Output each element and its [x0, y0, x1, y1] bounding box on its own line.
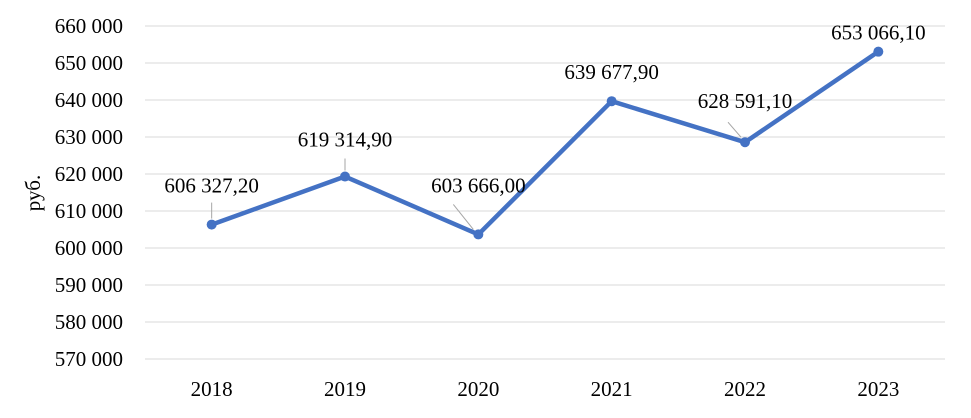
- data-labels: 606 327,20 619 314,90 603 666,00 639 677,90…: [164, 21, 925, 198]
- series-layer: [209, 49, 881, 237]
- data-label-leader-lines: [211, 121, 742, 230]
- data-label: 639 677,90: [564, 60, 659, 84]
- data-label: 628 591,10: [698, 89, 793, 113]
- y-tick-label: 630 000: [55, 125, 123, 149]
- x-tick-label: 2023: [857, 377, 899, 401]
- data-point: [206, 219, 217, 230]
- gridlines: [145, 25, 945, 360]
- y-tick-label: 620 000: [55, 162, 123, 186]
- y-tick-label: 660 000: [55, 14, 123, 38]
- data-point: [606, 96, 617, 107]
- x-axis-tick-labels: 2018 2019 2020 2021 2022 2023: [191, 377, 900, 401]
- data-label: 606 327,20: [164, 174, 259, 198]
- x-tick-label: 2022: [724, 377, 766, 401]
- x-tick-label: 2021: [591, 377, 633, 401]
- x-tick-label: 2020: [457, 377, 499, 401]
- y-tick-label: 640 000: [55, 88, 123, 112]
- data-point: [873, 46, 884, 57]
- x-tick-label: 2019: [324, 377, 366, 401]
- x-tick-label: 2018: [191, 377, 233, 401]
- series-line: [209, 49, 881, 237]
- y-tick-label: 590 000: [55, 273, 123, 297]
- data-label-leader: [452, 204, 474, 230]
- data-label: 603 666,00: [431, 173, 526, 197]
- y-tick-label: 650 000: [55, 51, 123, 75]
- y-tick-label: 570 000: [55, 347, 123, 371]
- y-tick-label: 610 000: [55, 199, 123, 223]
- y-tick-label: 580 000: [55, 310, 123, 334]
- y-tick-label: 600 000: [55, 236, 123, 260]
- data-point-markers: [206, 46, 884, 240]
- y-axis-tick-labels: 570 000 580 000 590 000 600 000 610 000 620 0…: [55, 14, 123, 371]
- y-axis-title: руб.: [21, 175, 45, 211]
- data-label: 653 066,10: [831, 21, 926, 45]
- data-label: 619 314,90: [298, 128, 393, 152]
- data-point: [473, 229, 484, 240]
- data-label-leader: [727, 121, 742, 138]
- data-point: [340, 171, 350, 182]
- data-point: [740, 137, 750, 148]
